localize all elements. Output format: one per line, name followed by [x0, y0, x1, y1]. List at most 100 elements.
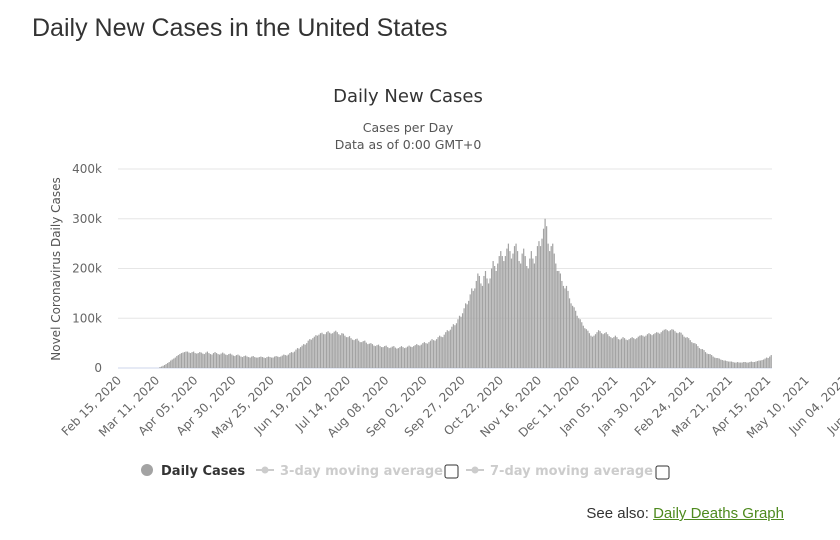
bar [549, 251, 551, 368]
y-tick-label: 100k [72, 311, 102, 325]
bar [688, 338, 690, 368]
bar [672, 329, 675, 368]
bar [610, 337, 612, 368]
bar [454, 325, 456, 368]
bar [186, 351, 189, 368]
bar [367, 344, 369, 368]
bar [350, 338, 352, 368]
bar [176, 356, 178, 368]
bar [570, 303, 572, 368]
bar [394, 347, 396, 368]
bar [674, 331, 676, 368]
bar [246, 356, 248, 368]
bar [208, 353, 210, 368]
bar [267, 356, 270, 368]
bar [167, 363, 169, 368]
bar [322, 334, 325, 368]
bar [737, 362, 739, 368]
bar [515, 243, 517, 369]
bar [677, 333, 679, 368]
bar [614, 335, 616, 368]
bar [393, 346, 395, 368]
bar [483, 275, 485, 368]
bar [634, 339, 636, 368]
bar [701, 349, 704, 368]
legend-item-daily-cases[interactable]: Daily Cases [141, 464, 245, 479]
bar [475, 280, 477, 368]
bar [597, 330, 600, 368]
bar [769, 356, 771, 368]
bar [576, 315, 578, 368]
bar [691, 342, 693, 368]
bar [295, 349, 297, 368]
bar [743, 362, 745, 368]
bar [345, 337, 348, 368]
bar [730, 361, 733, 368]
bar [756, 361, 759, 368]
bar [403, 348, 406, 368]
y-tick-label: 400k [72, 162, 102, 176]
bar [723, 360, 725, 368]
legend-item-7-day-average[interactable]: 7-day moving average [466, 464, 653, 479]
bar [492, 261, 494, 368]
bar [191, 352, 193, 368]
bar [254, 357, 256, 368]
bar [183, 352, 186, 368]
bar [656, 332, 658, 368]
bar [215, 353, 218, 368]
bar [286, 355, 288, 368]
bar [324, 334, 326, 368]
bar [313, 336, 315, 368]
bar [636, 338, 638, 368]
bar [680, 332, 682, 368]
bar [666, 330, 668, 368]
bar [243, 356, 245, 368]
bar [594, 334, 597, 368]
bar [694, 343, 696, 369]
bar [205, 352, 207, 368]
daily-deaths-graph-link[interactable]: Daily Deaths Graph [653, 505, 784, 522]
bar [335, 330, 337, 368]
bar [170, 360, 172, 368]
bar [749, 362, 751, 368]
bar [571, 305, 574, 368]
bar [468, 300, 470, 368]
bar [304, 344, 306, 368]
bar [426, 343, 429, 368]
bar [411, 347, 413, 368]
bar [542, 228, 545, 368]
legend-checkbox-3-day-average[interactable] [444, 464, 459, 479]
bar [500, 251, 502, 368]
legend-checkbox-7-day-average[interactable] [655, 465, 670, 480]
bar [275, 356, 277, 368]
bar [159, 367, 161, 368]
bar [373, 345, 375, 368]
page-heading: Daily New Cases in the United States [32, 14, 448, 42]
bar [163, 365, 166, 368]
bar [744, 362, 746, 368]
bar [399, 347, 401, 368]
bar [315, 335, 317, 368]
bar [325, 332, 328, 368]
bar [319, 333, 322, 368]
bar [280, 356, 282, 368]
bar [619, 339, 621, 368]
bar [249, 357, 251, 368]
bar [442, 337, 444, 368]
bar [312, 338, 314, 368]
bar [490, 268, 493, 368]
bar [455, 323, 458, 368]
bar [640, 335, 642, 368]
bar [509, 251, 511, 368]
bar [283, 354, 285, 368]
bar [541, 238, 543, 368]
legend-item-3-day-average[interactable]: 3-day moving average [256, 464, 443, 479]
bar [177, 355, 179, 368]
bar [544, 218, 546, 368]
bar [359, 342, 361, 368]
bar [608, 336, 610, 368]
bar [477, 273, 479, 368]
bar [376, 345, 378, 368]
bar [241, 357, 244, 368]
